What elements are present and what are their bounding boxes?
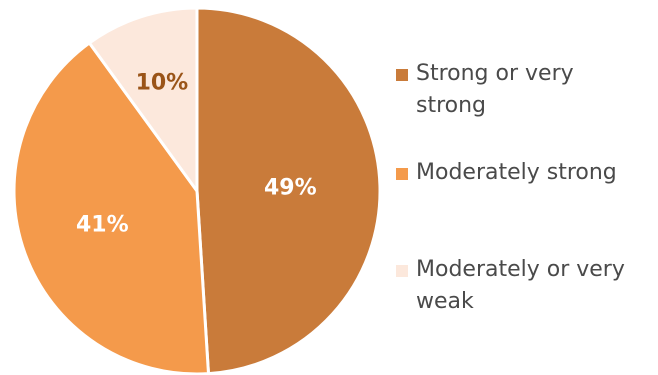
pie-slice-strong [195,6,382,375]
legend-swatch-strong [396,69,408,81]
legend-swatch-moderately-strong [396,168,408,180]
slice-label-moderately-strong: 41% [76,213,129,238]
legend-item-weak: Moderately or very weak [396,254,646,318]
legend-label-weak: Moderately or very weak [416,257,625,314]
pie-slice-weak [87,6,199,193]
legend-label-moderately-strong: Moderately strong [416,160,617,185]
slice-label-strong: 49% [264,176,317,201]
slice-label-weak: 10% [136,71,189,96]
pie-slice-moderately-strong [12,41,210,375]
legend-item-moderately-strong: Moderately strong [396,157,646,189]
legend-label-strong: Strong or very strong [416,61,574,118]
legend-item-strong: Strong or very strong [396,58,646,122]
legend-swatch-weak [396,265,408,277]
